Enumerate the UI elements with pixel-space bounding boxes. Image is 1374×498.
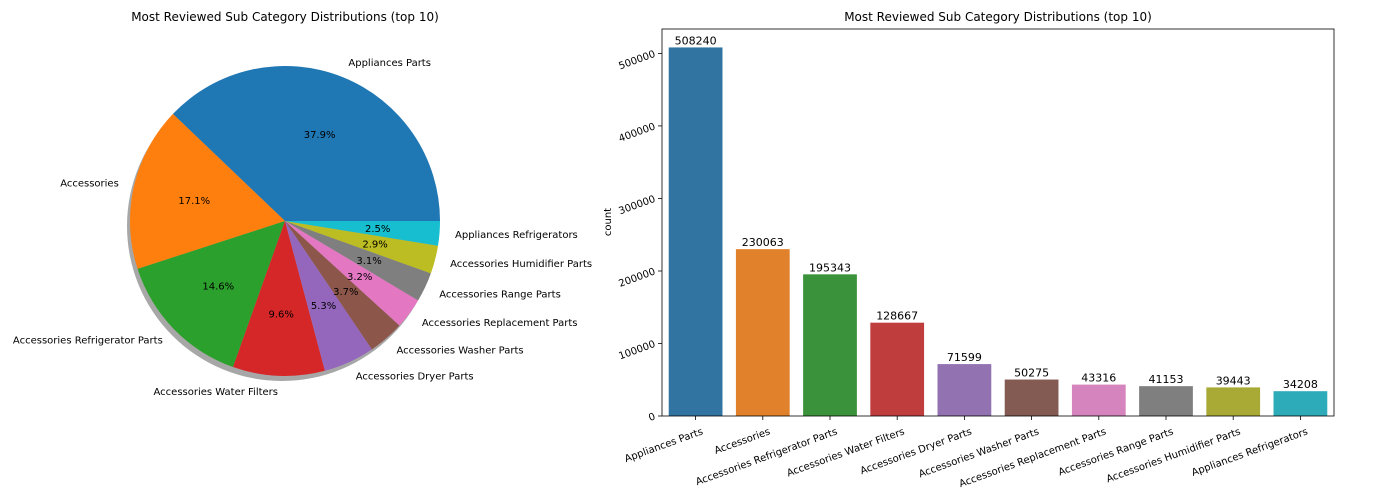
pie-category-label: Accessories Refrigerator Parts	[13, 335, 163, 346]
pie-slice	[137, 221, 285, 368]
bar	[937, 364, 992, 416]
pie-slice	[285, 221, 431, 301]
x-tick-label: Accessories Dryer Parts	[859, 426, 974, 477]
pie-percent-label: 3.2%	[347, 272, 372, 283]
bar-value-label: 230063	[742, 236, 784, 249]
pie-category-label: Accessories Replacement Parts	[422, 318, 578, 329]
bar	[1071, 384, 1126, 416]
y-tick-label: 0	[647, 411, 657, 424]
pie-slice	[285, 221, 439, 274]
pie-category-label: Appliances Parts	[348, 58, 431, 69]
pie-slice	[285, 221, 419, 326]
pie-slice	[285, 221, 440, 246]
pie-percent-label: 2.5%	[365, 224, 390, 235]
pie-chart: Most Reviewed Sub Category Distributions…	[13, 10, 592, 398]
pie-slice	[285, 221, 372, 371]
bar-value-label: 39443	[1216, 374, 1251, 387]
pie-slice	[129, 113, 285, 269]
bar	[735, 249, 790, 416]
pie-percent-label: 14.6%	[202, 281, 234, 292]
y-axis-ticks: 0 100000 200000 300000 400000 500000	[617, 49, 662, 424]
bar-value-label: 43316	[1081, 372, 1116, 385]
bar	[1273, 391, 1328, 416]
pie-slice	[285, 221, 400, 350]
bar-value-labels: 508240 230063 195343 128667 71599 50275 43316 4…	[675, 34, 1318, 391]
pie-category-label: Accessories Dryer Parts	[356, 372, 474, 383]
pie-category-labels: Appliances Parts Accessories Accessories R…	[13, 58, 592, 398]
bar-value-label: 34208	[1283, 378, 1318, 391]
pie-percent-label: 9.6%	[268, 309, 293, 320]
pie-title: Most Reviewed Sub Category Distributions…	[131, 10, 439, 24]
y-tick-label: 300000	[617, 194, 657, 217]
bar-value-label: 128667	[876, 310, 918, 323]
bar-value-label: 50275	[1014, 367, 1049, 380]
bar-value-label: 508240	[675, 34, 717, 47]
pie-slice	[233, 221, 325, 376]
pie-percent-label: 3.1%	[356, 256, 381, 267]
bar-bars	[668, 47, 1328, 417]
pie-category-label: Accessories Washer Parts	[397, 346, 524, 357]
bar	[803, 274, 857, 416]
y-tick-label: 100000	[617, 339, 657, 362]
y-axis-label: count	[603, 208, 614, 236]
pie-percent-label: 37.9%	[304, 130, 336, 141]
pie-category-label: Accessories	[60, 179, 119, 190]
y-tick-label: 200000	[617, 266, 657, 289]
plot-frame	[661, 28, 1335, 417]
pie-percent-label: 3.7%	[333, 287, 358, 298]
pie-slice	[172, 66, 440, 222]
pie-percent-labels: 37.9% 17.1% 14.6% 9.6% 5.3% 3.7% 3.2% 3.1% 2.9% 2…	[178, 130, 390, 320]
bar	[1139, 386, 1193, 416]
bar-value-label: 195343	[809, 261, 851, 274]
bar-value-label: 71599	[947, 351, 982, 364]
bar	[668, 47, 723, 417]
x-tick-label: Appliances Parts	[623, 426, 704, 465]
pie-category-label: Accessories Humidifier Parts	[450, 259, 592, 270]
y-tick-label: 400000	[617, 121, 657, 144]
bar-title: Most Reviewed Sub Category Distributions…	[844, 10, 1152, 24]
pie-category-label: Accessories Range Parts	[439, 289, 561, 300]
y-tick-label: 500000	[617, 49, 657, 72]
pie-slices	[129, 66, 440, 376]
bar	[870, 322, 925, 416]
pie-category-label: Accessories Water Filters	[154, 387, 279, 398]
bar	[1206, 387, 1261, 416]
x-tick-label: Accessories Water Filters	[785, 426, 906, 479]
pie-percent-label: 5.3%	[311, 301, 336, 312]
pie-category-label: Appliances Refrigerators	[455, 230, 578, 241]
bar-chart: Most Reviewed Sub Category Distributions…	[603, 10, 1335, 490]
bar	[1004, 379, 1059, 416]
x-tick-label: Appliances Refrigerators	[1190, 426, 1309, 478]
pie-percent-label: 17.1%	[178, 196, 210, 207]
bar-value-label: 41153	[1149, 373, 1184, 386]
pie-percent-label: 2.9%	[362, 240, 387, 251]
